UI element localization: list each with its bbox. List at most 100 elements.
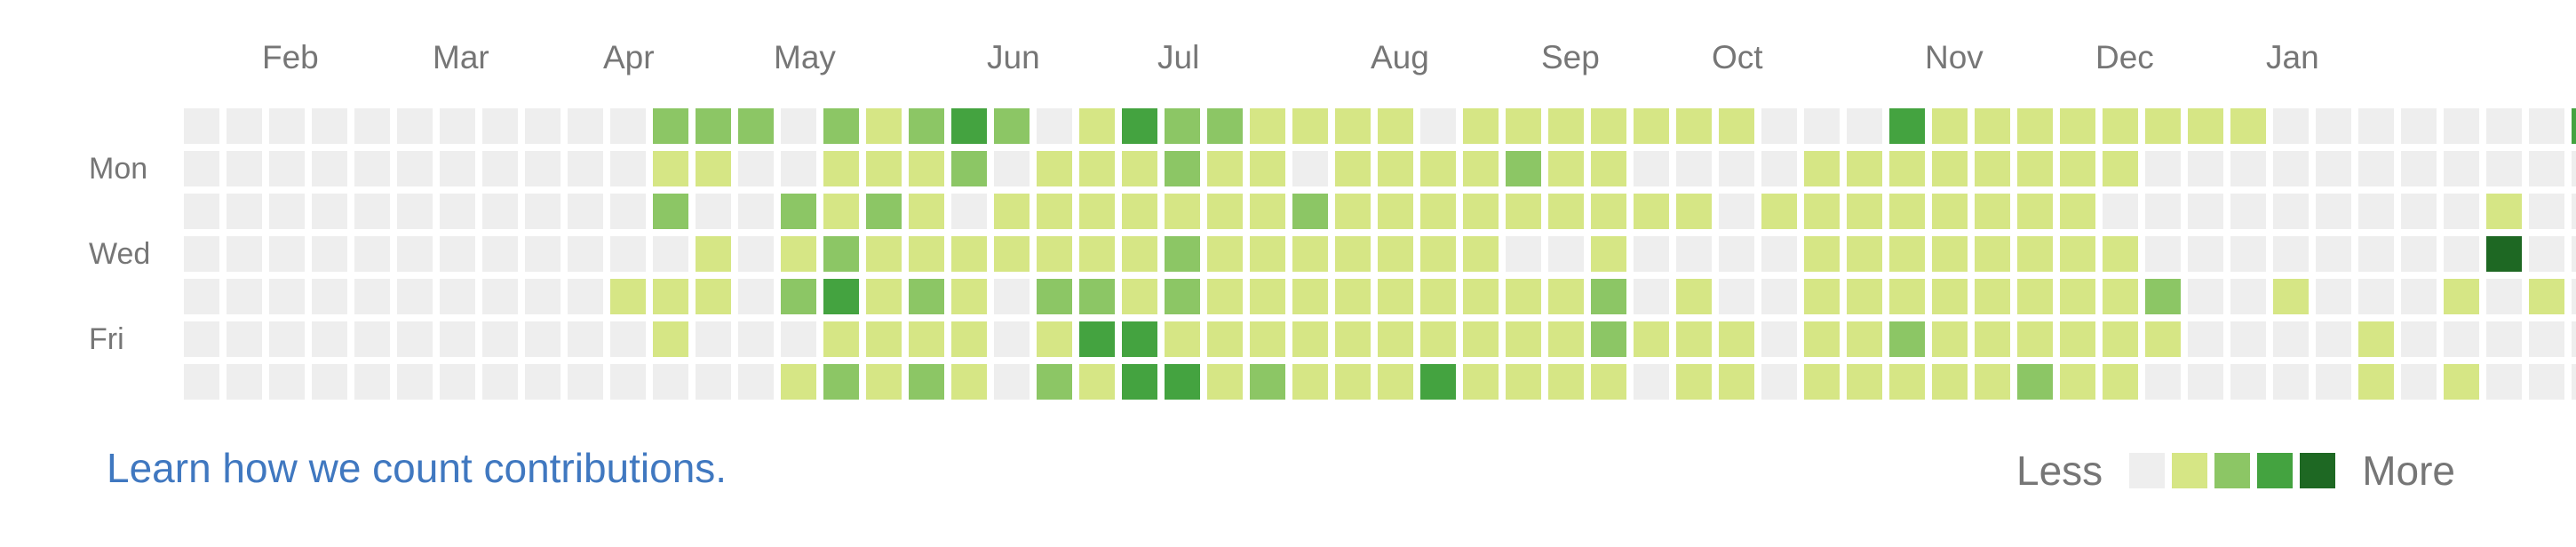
day-cell[interactable] [909, 364, 944, 400]
day-cell[interactable] [440, 364, 475, 400]
day-cell[interactable] [312, 194, 347, 229]
day-cell[interactable] [696, 364, 731, 400]
day-cell[interactable] [1975, 364, 2010, 400]
day-cell[interactable] [1548, 236, 1584, 272]
day-cell[interactable] [866, 236, 902, 272]
day-cell[interactable] [568, 364, 603, 400]
day-cell[interactable] [1634, 236, 1669, 272]
day-cell[interactable] [653, 279, 688, 314]
day-cell[interactable] [2230, 364, 2266, 400]
day-cell[interactable] [1676, 108, 1712, 144]
day-cell[interactable] [2486, 108, 2522, 144]
day-cell[interactable] [909, 151, 944, 186]
day-cell[interactable] [227, 321, 262, 357]
day-cell[interactable] [525, 321, 561, 357]
day-cell[interactable] [823, 194, 859, 229]
day-cell[interactable] [2358, 364, 2394, 400]
day-cell[interactable] [951, 108, 987, 144]
day-cell[interactable] [653, 321, 688, 357]
day-cell[interactable] [2358, 279, 2394, 314]
day-cell[interactable] [823, 236, 859, 272]
day-cell[interactable] [354, 151, 390, 186]
day-cell[interactable] [1378, 108, 1413, 144]
day-cell[interactable] [951, 151, 987, 186]
day-cell[interactable] [525, 151, 561, 186]
day-cell[interactable] [2103, 321, 2138, 357]
day-cell[interactable] [1250, 151, 1285, 186]
day-cell[interactable] [184, 108, 219, 144]
day-cell[interactable] [610, 364, 646, 400]
day-cell[interactable] [1292, 236, 1328, 272]
day-cell[interactable] [1335, 108, 1371, 144]
day-cell[interactable] [951, 236, 987, 272]
day-cell[interactable] [1292, 151, 1328, 186]
day-cell[interactable] [610, 321, 646, 357]
day-cell[interactable] [781, 151, 816, 186]
day-cell[interactable] [227, 194, 262, 229]
day-cell[interactable] [1591, 279, 1626, 314]
day-cell[interactable] [482, 108, 518, 144]
day-cell[interactable] [1122, 151, 1157, 186]
day-cell[interactable] [1292, 108, 1328, 144]
day-cell[interactable] [823, 279, 859, 314]
day-cell[interactable] [1037, 364, 1072, 400]
day-cell[interactable] [1335, 194, 1371, 229]
day-cell[interactable] [354, 236, 390, 272]
day-cell[interactable] [2103, 194, 2138, 229]
day-cell[interactable] [525, 364, 561, 400]
day-cell[interactable] [2358, 194, 2394, 229]
day-cell[interactable] [1165, 321, 1200, 357]
day-cell[interactable] [2444, 151, 2479, 186]
day-cell[interactable] [440, 321, 475, 357]
day-cell[interactable] [227, 151, 262, 186]
day-cell[interactable] [1165, 151, 1200, 186]
day-cell[interactable] [1676, 364, 1712, 400]
day-cell[interactable] [2358, 108, 2394, 144]
day-cell[interactable] [1548, 151, 1584, 186]
day-cell[interactable] [269, 364, 305, 400]
day-cell[interactable] [738, 321, 774, 357]
day-cell[interactable] [2572, 236, 2576, 272]
day-cell[interactable] [1292, 364, 1328, 400]
day-cell[interactable] [1122, 321, 1157, 357]
day-cell[interactable] [2230, 108, 2266, 144]
day-cell[interactable] [312, 108, 347, 144]
day-cell[interactable] [184, 194, 219, 229]
day-cell[interactable] [354, 194, 390, 229]
day-cell[interactable] [994, 236, 1030, 272]
day-cell[interactable] [227, 364, 262, 400]
day-cell[interactable] [2273, 236, 2309, 272]
day-cell[interactable] [1250, 236, 1285, 272]
day-cell[interactable] [2273, 364, 2309, 400]
day-cell[interactable] [1420, 364, 1456, 400]
day-cell[interactable] [1079, 151, 1115, 186]
day-cell[interactable] [2529, 194, 2564, 229]
day-cell[interactable] [1207, 279, 1243, 314]
day-cell[interactable] [1037, 151, 1072, 186]
day-cell[interactable] [2060, 108, 2095, 144]
day-cell[interactable] [312, 151, 347, 186]
day-cell[interactable] [2316, 321, 2351, 357]
day-cell[interactable] [1165, 108, 1200, 144]
day-cell[interactable] [1207, 321, 1243, 357]
day-cell[interactable] [738, 151, 774, 186]
day-cell[interactable] [2444, 364, 2479, 400]
day-cell[interactable] [482, 321, 518, 357]
day-cell[interactable] [568, 236, 603, 272]
day-cell[interactable] [440, 151, 475, 186]
day-cell[interactable] [1292, 321, 1328, 357]
day-cell[interactable] [2017, 151, 2053, 186]
day-cell[interactable] [525, 279, 561, 314]
day-cell[interactable] [2358, 321, 2394, 357]
day-cell[interactable] [1250, 108, 1285, 144]
day-cell[interactable] [2060, 236, 2095, 272]
day-cell[interactable] [1719, 151, 1754, 186]
day-cell[interactable] [1719, 364, 1754, 400]
day-cell[interactable] [2188, 364, 2223, 400]
day-cell[interactable] [2486, 321, 2522, 357]
day-cell[interactable] [2316, 279, 2351, 314]
day-cell[interactable] [1804, 108, 1840, 144]
day-cell[interactable] [2230, 151, 2266, 186]
day-cell[interactable] [2316, 364, 2351, 400]
day-cell[interactable] [1761, 279, 1797, 314]
